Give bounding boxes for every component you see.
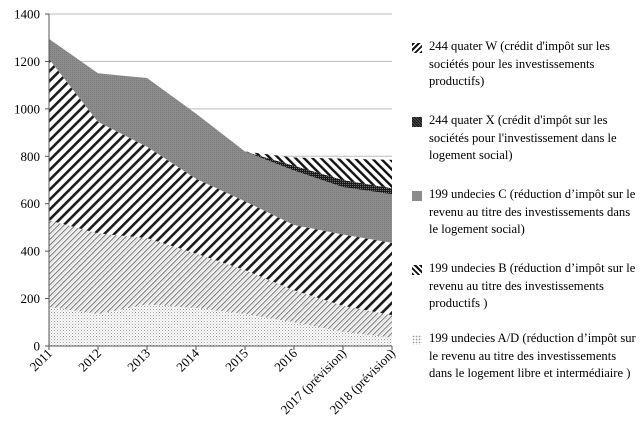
legend-swatch (412, 191, 422, 201)
x-tick-label: 2012 (75, 346, 104, 375)
area-series-6 (49, 38, 392, 189)
area-series (49, 38, 392, 346)
legend-label: 244 quater X (crédit d'impôt sur les soc… (429, 113, 617, 162)
legend-label: 199 undecies B (réduction d’impôt sur le… (429, 261, 636, 310)
x-tick-label: 2014 (173, 345, 202, 374)
x-tick-label: 2011 (26, 346, 55, 375)
y-tick-label: 800 (21, 149, 41, 164)
y-tick-label: 0 (34, 339, 41, 354)
legend-label: 199 undecies C (réduction d’impôt sur le… (429, 187, 636, 236)
area-series-4 (49, 38, 392, 243)
area-series-3 (49, 59, 392, 316)
legend-swatch (412, 43, 422, 53)
y-tick-label: 400 (21, 244, 41, 259)
y-tick-label: 1400 (14, 7, 40, 22)
legend-swatch (412, 265, 422, 275)
legend-label: 199 undecies A/D (réduction d’impôt sur … (429, 331, 636, 380)
legend-swatch (412, 117, 422, 127)
area-series-1 (49, 304, 392, 346)
legend-label: 244 quater W (crédit d'impôt sur les soc… (429, 39, 610, 88)
x-tick-label: 2016 (271, 345, 300, 374)
y-tick-label: 1000 (14, 101, 40, 116)
x-tick-label: 2015 (222, 346, 251, 375)
y-tick-label: 1200 (14, 54, 40, 69)
area-series-2 (49, 220, 392, 338)
y-axis-ticks: 0 200 400 600 800 1000 1200 1400 (14, 7, 49, 354)
y-tick-label: 600 (21, 196, 41, 211)
axes (48, 14, 392, 347)
legend-swatch (412, 335, 422, 345)
x-tick-label: 2013 (124, 346, 153, 375)
y-tick-label: 200 (21, 291, 41, 306)
